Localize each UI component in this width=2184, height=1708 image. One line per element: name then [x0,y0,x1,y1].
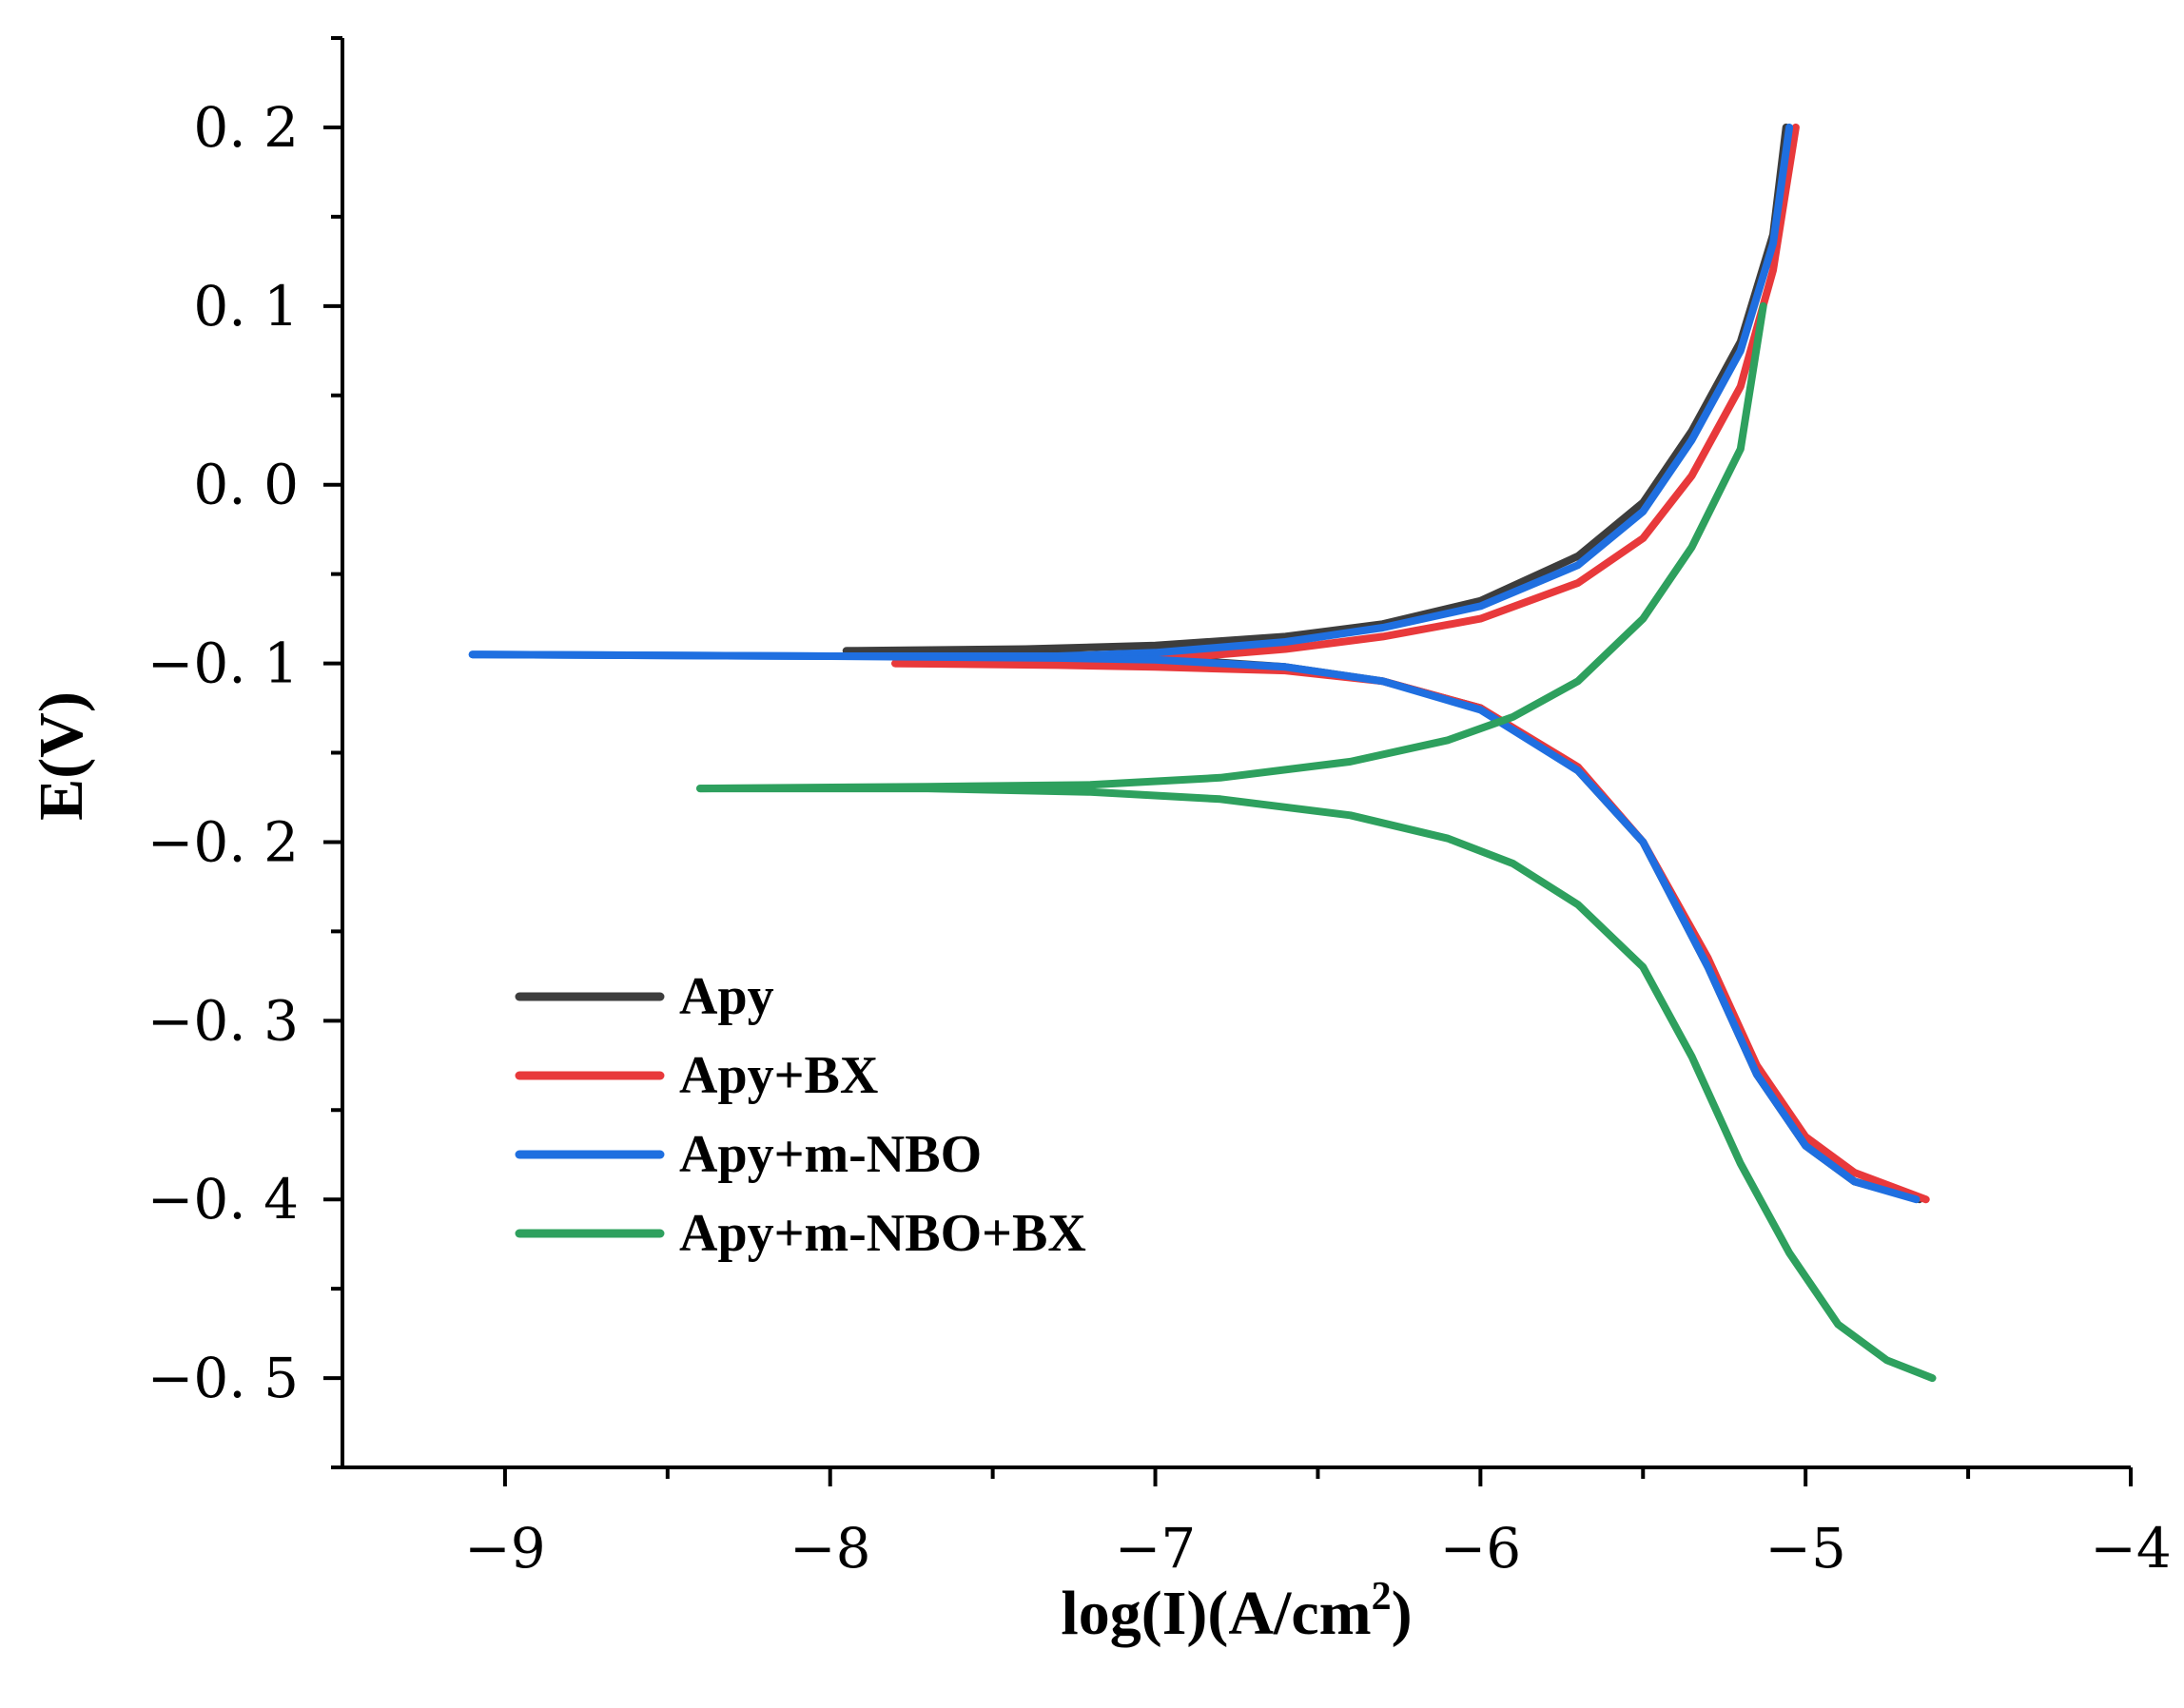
y-tick-label: 0. 1 [193,274,299,339]
series-apy-cathodic [842,647,1923,1204]
legend: Apy Apy+BX Apy+m-NBO Apy+m-NBO+BX [515,967,1086,1263]
legend-label-apy: Apy [679,967,774,1026]
legend-label-apy-m-nbo-bx: Apy+m-NBO+BX [679,1204,1086,1263]
series-apy-bx-cathodic [891,659,1930,1204]
legend-label-apy-m-nbo: Apy+m-NBO [679,1125,982,1184]
x-tick-label: −8 [790,1516,871,1581]
series-apy-anodic [842,123,1790,655]
y-tick-label: −0. 1 [147,631,299,696]
x-tick-label: −6 [1440,1516,1522,1581]
y-tick-label: 0. 2 [193,95,299,160]
axes [341,38,2131,1469]
series-apy-bx-anodic [891,123,1800,668]
x-ticks: −9 −8 −7 −6 −5 −4 [464,1467,2172,1581]
x-tick-label: −5 [1765,1516,1846,1581]
y-axis-title: E(V) [27,691,96,821]
y-tick-label: −0. 5 [147,1346,299,1410]
series-apy-m-nbo-bx-cathodic [696,785,1937,1383]
y-ticks: 0. 2 0. 1 0. 0 −0. 1 −0. 2 −0. 3 −0. 4 −0. 5 [147,36,342,1469]
y-tick-label: 0. 0 [193,453,299,517]
series-apy-m-nbo-cathodic [468,650,1921,1204]
y-tick-label: −0. 2 [147,809,299,874]
x-tick-label: −4 [2090,1516,2172,1581]
x-tick-label: −9 [464,1516,546,1581]
y-tick-label: −0. 4 [147,1167,299,1232]
x-tick-label: −7 [1115,1516,1197,1581]
legend-label-apy-bx: Apy+BX [679,1046,878,1105]
series-apy-m-nbo-bx-anodic [696,301,1767,793]
plot-series [468,123,1937,1383]
x-axis-title: log(I)(A/cm2) [1061,1575,1412,1648]
y-tick-label: −0. 3 [147,988,299,1053]
x-axis-title-superscript: 2 [1372,1575,1392,1619]
